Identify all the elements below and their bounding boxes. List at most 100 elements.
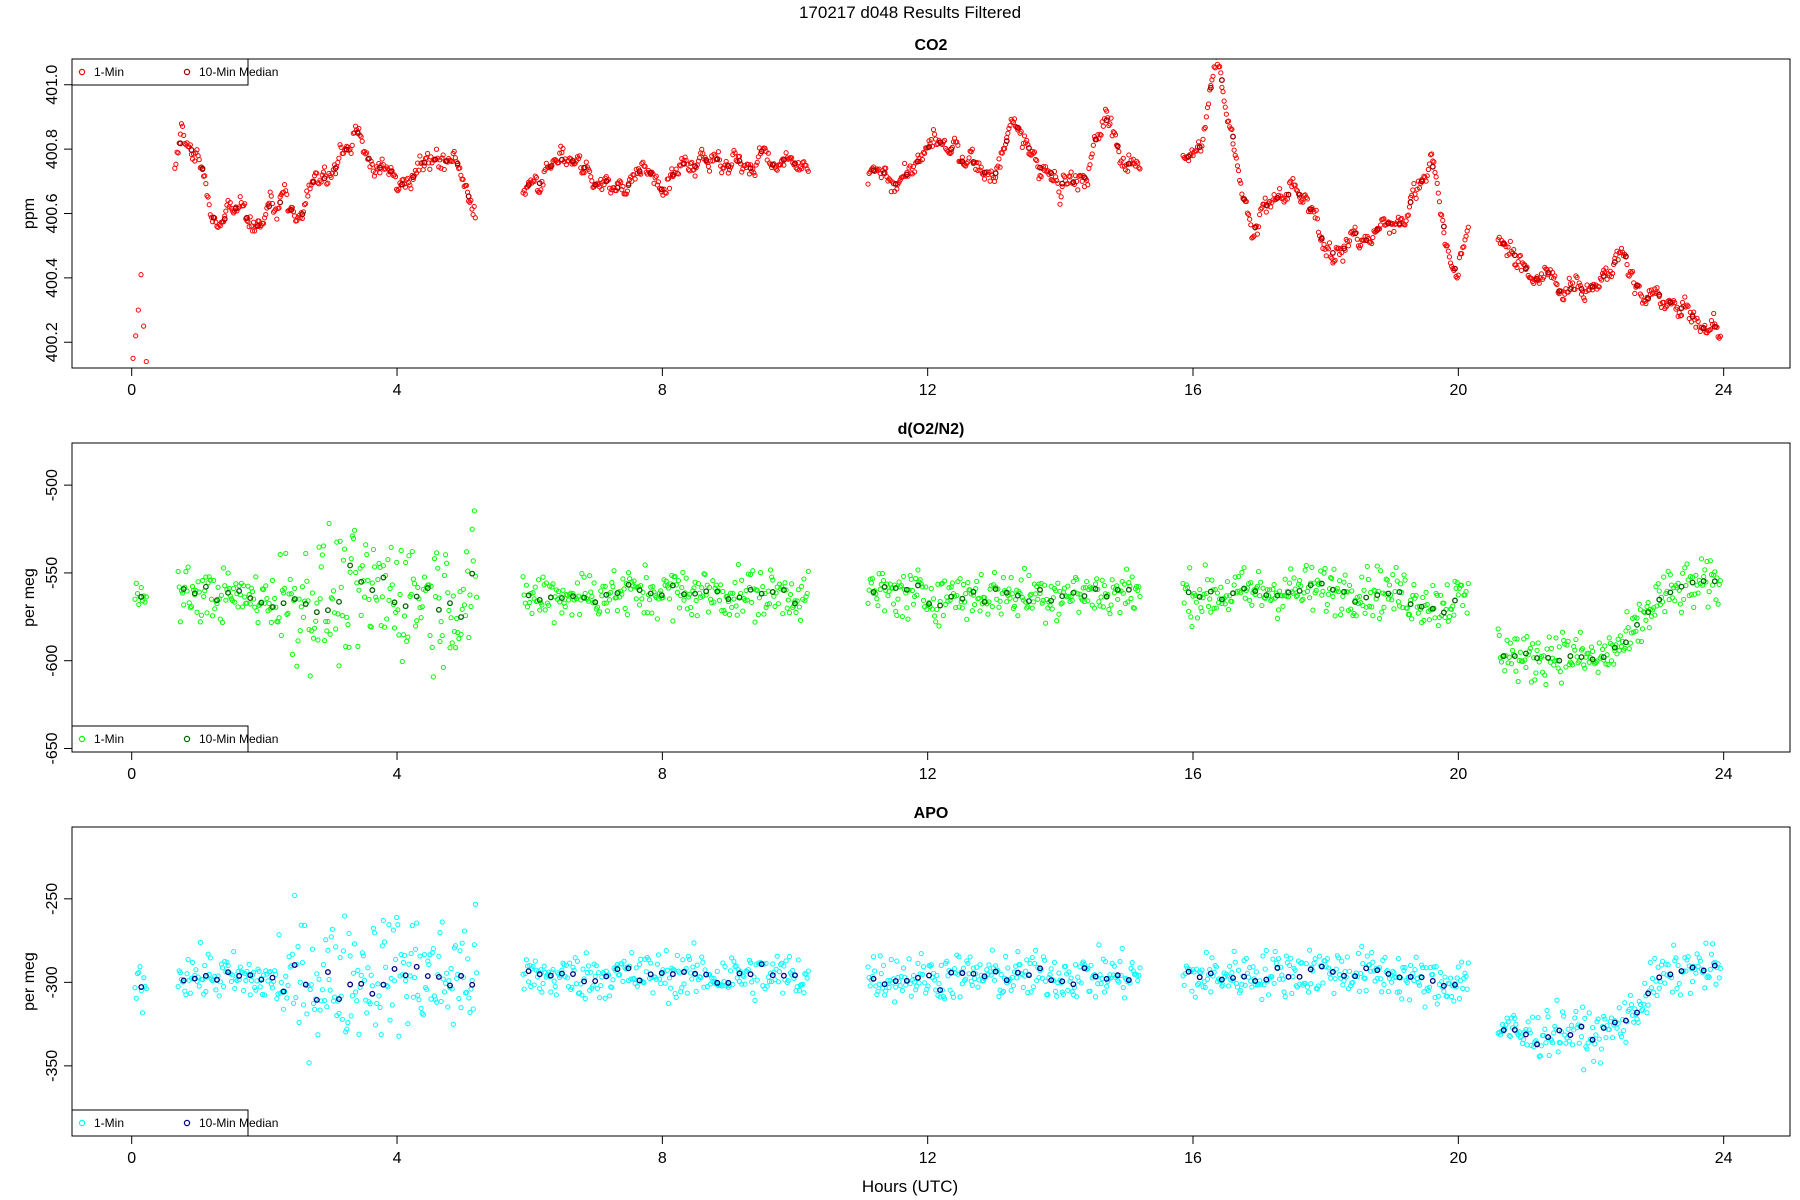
data-point-1min xyxy=(521,986,527,992)
data-point-1min xyxy=(973,971,979,977)
data-point-1min xyxy=(799,583,805,589)
data-point-1min xyxy=(228,978,234,985)
data-point-1min xyxy=(1502,668,1508,674)
data-point-1min xyxy=(692,173,698,179)
data-point-1min xyxy=(195,579,201,585)
data-point-1min xyxy=(1657,979,1663,985)
data-point-1min xyxy=(379,156,385,162)
data-point-1min xyxy=(366,596,372,603)
data-point-1min xyxy=(632,176,638,182)
data-point-1min xyxy=(1676,981,1682,987)
data-point-median xyxy=(992,586,999,593)
data-point-1min xyxy=(376,993,382,999)
y-axis-label: per meg xyxy=(21,952,38,1011)
data-point-1min xyxy=(391,978,398,984)
data-point-1min xyxy=(1096,599,1102,605)
data-point-1min xyxy=(269,577,276,584)
data-point-1min xyxy=(796,604,803,610)
data-point-median xyxy=(937,139,944,146)
data-point-1min xyxy=(1107,972,1113,978)
data-point-1min xyxy=(1065,987,1071,993)
data-point-1min xyxy=(401,613,408,619)
data-point-1min xyxy=(1572,1015,1578,1021)
data-point-1min xyxy=(998,611,1004,617)
data-point-1min xyxy=(1395,599,1401,605)
data-point-1min xyxy=(1024,957,1030,963)
data-point-median xyxy=(1014,592,1021,599)
data-point-1min xyxy=(1354,236,1360,242)
data-point-1min xyxy=(1019,594,1025,601)
data-point-1min xyxy=(1322,565,1328,572)
data-point-1min xyxy=(583,950,589,956)
data-point-1min xyxy=(394,559,400,565)
data-point-1min xyxy=(981,975,988,982)
data-point-1min xyxy=(1218,584,1224,590)
data-point-1min xyxy=(733,603,739,609)
data-point-1min xyxy=(567,960,573,966)
data-point-1min xyxy=(595,970,602,976)
data-point-median xyxy=(1285,589,1292,596)
data-point-1min xyxy=(432,997,439,1003)
data-point-1min xyxy=(277,551,283,558)
data-point-1min xyxy=(1125,168,1131,174)
y-tick-label: -250 xyxy=(44,883,61,915)
data-point-median xyxy=(881,583,888,590)
data-point-median xyxy=(914,974,921,981)
data-point-1min xyxy=(1298,583,1304,589)
data-point-1min xyxy=(1315,983,1322,989)
data-point-1min xyxy=(537,189,543,195)
data-point-median xyxy=(1556,657,1563,664)
data-point-1min xyxy=(450,593,456,599)
data-point-1min xyxy=(325,947,331,953)
data-point-1min xyxy=(1434,180,1440,186)
data-point-1min xyxy=(761,611,767,617)
data-point-1min xyxy=(1410,187,1416,193)
data-point-1min xyxy=(203,181,209,187)
legend: 1-Min 10-Min Median xyxy=(71,1109,278,1137)
data-point-1min xyxy=(892,582,898,588)
data-point-1min xyxy=(1444,582,1450,588)
plot-frame xyxy=(71,826,1791,1137)
data-point-1min xyxy=(235,604,241,610)
data-point-median xyxy=(347,562,354,569)
data-point-1min xyxy=(132,985,138,991)
data-point-1min xyxy=(532,173,538,179)
data-point-1min xyxy=(1535,640,1541,646)
data-point-1min xyxy=(735,561,741,568)
data-point-1min xyxy=(1368,589,1374,596)
data-point-1min xyxy=(322,997,328,1004)
data-point-1min xyxy=(969,982,975,988)
data-point-1min xyxy=(789,581,795,587)
data-point-1min xyxy=(555,160,562,166)
data-point-median xyxy=(369,990,376,997)
data-point-1min xyxy=(558,594,564,600)
data-point-1min xyxy=(1464,986,1470,992)
data-point-1min xyxy=(427,166,433,172)
data-point-1min xyxy=(1454,580,1460,586)
data-point-1min xyxy=(729,604,735,611)
data-point-1min xyxy=(1056,970,1062,976)
data-point-1min xyxy=(579,992,585,998)
data-point-1min xyxy=(1385,988,1391,995)
data-point-1min xyxy=(1349,588,1355,594)
data-point-1min xyxy=(339,1016,345,1022)
data-point-1min xyxy=(1545,1014,1551,1020)
data-point-1min xyxy=(175,984,181,990)
data-point-1min xyxy=(1339,606,1345,612)
data-point-median xyxy=(1103,117,1110,124)
data-point-1min xyxy=(1255,224,1262,230)
data-point-1min xyxy=(959,605,965,611)
data-point-1min xyxy=(1081,599,1088,605)
data-point-1min xyxy=(1379,989,1385,995)
data-point-1min xyxy=(624,188,630,194)
data-point-median xyxy=(614,590,621,597)
data-point-1min xyxy=(1581,295,1587,301)
data-point-1min xyxy=(421,951,428,958)
data-point-1min xyxy=(249,972,256,978)
data-point-1min xyxy=(934,606,940,613)
data-point-1min xyxy=(1323,608,1329,614)
data-point-median xyxy=(1545,269,1552,276)
data-point-1min xyxy=(706,168,713,174)
data-point-median xyxy=(581,594,588,601)
data-point-1min xyxy=(634,983,640,989)
